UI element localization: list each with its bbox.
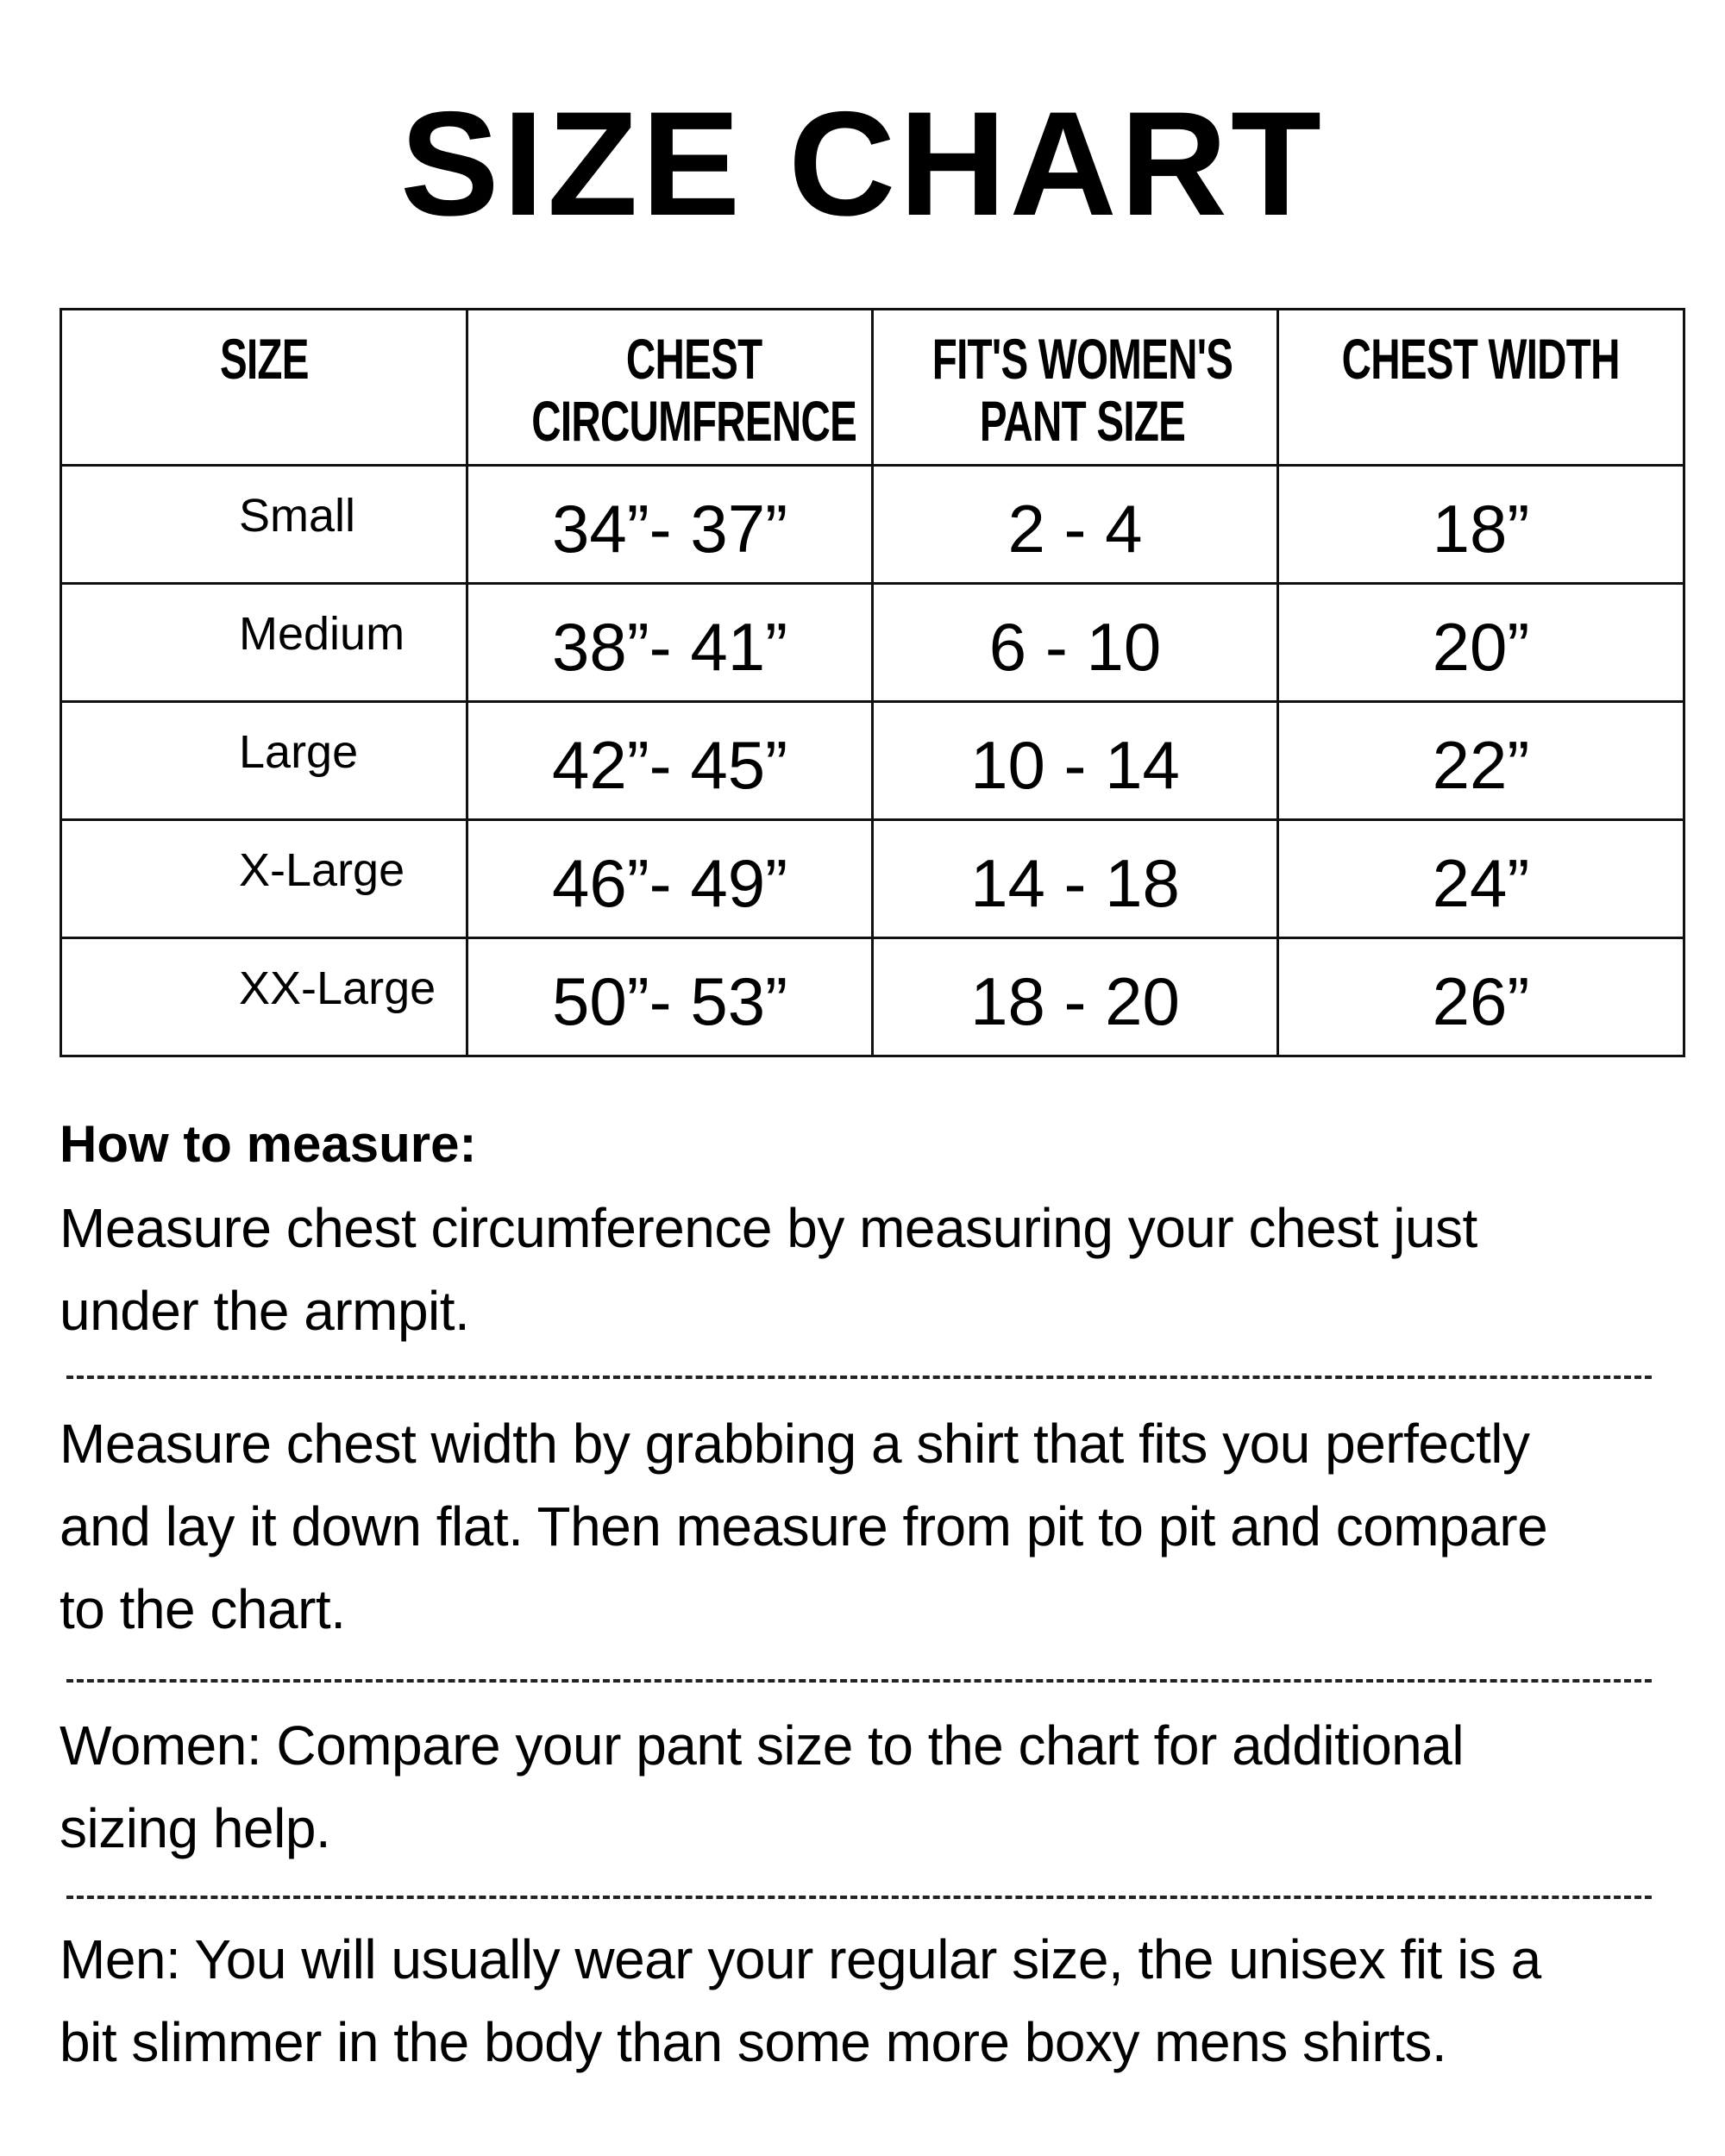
cell-text: 22” bbox=[1432, 727, 1530, 803]
table-row: Small 34”- 37” 2 - 4 18” bbox=[60, 464, 1685, 585]
cell-text: 50”- 53” bbox=[551, 963, 788, 1039]
value-cell: 6 - 10 bbox=[871, 582, 1279, 703]
column-header-line: CHEST bbox=[625, 327, 762, 391]
value-cell: 10 - 14 bbox=[871, 700, 1279, 821]
paragraph-line: Men: You will usually wear your regular … bbox=[60, 1928, 1541, 1990]
size-chart-table: SIZE CHEST CIRCUMFRENCE FIT'S WOMEN'S PANT S… bbox=[60, 308, 1685, 1057]
table-row: Medium 38”- 41” 6 - 10 20” bbox=[60, 582, 1685, 703]
value-cell: 34”- 37” bbox=[466, 464, 874, 585]
column-header: SIZE bbox=[60, 308, 468, 467]
paragraph-line: Measure chest circumference by measuring… bbox=[60, 1197, 1477, 1259]
how-to-measure-heading: How to measure: bbox=[60, 1115, 477, 1173]
value-cell: 14 - 18 bbox=[871, 818, 1279, 939]
size-cell: Medium bbox=[60, 582, 468, 703]
cell-text: 42”- 45” bbox=[551, 727, 788, 803]
cell-text: 6 - 10 bbox=[988, 609, 1162, 685]
value-cell: 50”- 53” bbox=[466, 937, 874, 1057]
paragraph-line: Women: Compare your pant size to the cha… bbox=[60, 1714, 1465, 1777]
value-cell: 24” bbox=[1276, 818, 1685, 939]
column-header-label: CHEST WIDTH bbox=[1341, 327, 1621, 391]
column-header-line: FIT'S WOMEN'S bbox=[932, 327, 1233, 391]
size-cell: Large bbox=[60, 700, 468, 821]
cell-text: 20” bbox=[1432, 609, 1530, 685]
paragraph-chest-width: Measure chest width by grabbing a shirt … bbox=[60, 1402, 1548, 1651]
size-cell: XX-Large bbox=[60, 937, 468, 1057]
paragraph-line: sizing help. bbox=[60, 1797, 331, 1859]
size-cell: X-Large bbox=[60, 818, 468, 939]
column-header-label: FIT'S WOMEN'S PANT SIZE bbox=[932, 328, 1233, 452]
table-row: X-Large 46”- 49” 14 - 18 24” bbox=[60, 818, 1685, 939]
page-title: SIZE CHART bbox=[400, 81, 1325, 247]
table-header-row: SIZE CHEST CIRCUMFRENCE FIT'S WOMEN'S PANT S… bbox=[60, 308, 1685, 467]
cell-text: 2 - 4 bbox=[1007, 491, 1143, 567]
value-cell: 46”- 49” bbox=[466, 818, 874, 939]
dashed-divider bbox=[66, 1376, 1652, 1379]
dashed-divider bbox=[66, 1679, 1652, 1683]
cell-text: 38”- 41” bbox=[551, 609, 788, 685]
value-cell: 20” bbox=[1276, 582, 1685, 703]
cell-text: 10 - 14 bbox=[970, 727, 1180, 803]
value-cell: 38”- 41” bbox=[466, 582, 874, 703]
cell-text: Medium bbox=[239, 608, 405, 660]
cell-text: 34”- 37” bbox=[551, 491, 788, 567]
paragraph-line: under the armpit. bbox=[60, 1280, 470, 1342]
table-row: XX-Large 50”- 53” 18 - 20 26” bbox=[60, 937, 1685, 1057]
value-cell: 22” bbox=[1276, 700, 1685, 821]
paragraph-line: Measure chest width by grabbing a shirt … bbox=[60, 1413, 1530, 1475]
cell-text: 26” bbox=[1432, 963, 1530, 1039]
column-header-label: CHEST CIRCUMFRENCE bbox=[531, 327, 857, 453]
cell-text: X-Large bbox=[239, 844, 405, 896]
value-cell: 42”- 45” bbox=[466, 700, 874, 821]
table-row: Large 42”- 45” 10 - 14 22” bbox=[60, 700, 1685, 821]
paragraph-line: bit slimmer in the body than some more b… bbox=[60, 2011, 1447, 2073]
cell-text: Small bbox=[239, 490, 356, 542]
size-cell: Small bbox=[60, 464, 468, 585]
cell-text: 18 - 20 bbox=[970, 963, 1180, 1039]
paragraph-men: Men: You will usually wear your regular … bbox=[60, 1918, 1541, 2084]
paragraph-line: and lay it down flat. Then measure from … bbox=[60, 1495, 1548, 1557]
dashed-divider bbox=[66, 1896, 1652, 1899]
value-cell: 26” bbox=[1276, 937, 1685, 1057]
cell-text: 46”- 49” bbox=[551, 845, 788, 921]
cell-text: 18” bbox=[1432, 491, 1530, 567]
paragraph-chest-circumference: Measure chest circumference by measuring… bbox=[60, 1187, 1477, 1352]
paragraph-line: to the chart. bbox=[60, 1578, 346, 1640]
column-header-line: CIRCUMFRENCE bbox=[531, 389, 857, 453]
value-cell: 18” bbox=[1276, 464, 1685, 585]
column-header-line: PANT SIZE bbox=[979, 389, 1186, 453]
value-cell: 2 - 4 bbox=[871, 464, 1279, 585]
column-header-line: CHEST WIDTH bbox=[1341, 327, 1621, 391]
cell-text: XX-Large bbox=[239, 962, 436, 1014]
column-header-label: SIZE bbox=[220, 328, 309, 390]
cell-text: Large bbox=[239, 726, 359, 778]
column-header-line: SIZE bbox=[219, 327, 309, 391]
column-header: FIT'S WOMEN'S PANT SIZE bbox=[871, 308, 1279, 467]
column-header: CHEST WIDTH bbox=[1276, 308, 1685, 467]
cell-text: 14 - 18 bbox=[970, 845, 1180, 921]
column-header: CHEST CIRCUMFRENCE bbox=[466, 308, 874, 467]
value-cell: 18 - 20 bbox=[871, 937, 1279, 1057]
cell-text: 24” bbox=[1432, 845, 1530, 921]
paragraph-women: Women: Compare your pant size to the cha… bbox=[60, 1704, 1465, 1870]
